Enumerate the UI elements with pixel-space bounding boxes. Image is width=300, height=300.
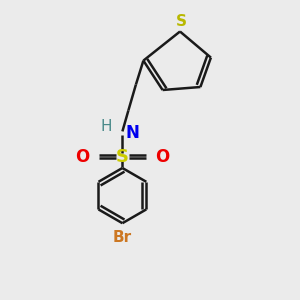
Text: S: S [116, 148, 129, 166]
Text: H: H [100, 119, 112, 134]
Text: N: N [125, 124, 139, 142]
Text: O: O [75, 148, 89, 166]
Text: Br: Br [113, 230, 132, 245]
Text: O: O [155, 148, 170, 166]
Text: S: S [176, 14, 187, 29]
